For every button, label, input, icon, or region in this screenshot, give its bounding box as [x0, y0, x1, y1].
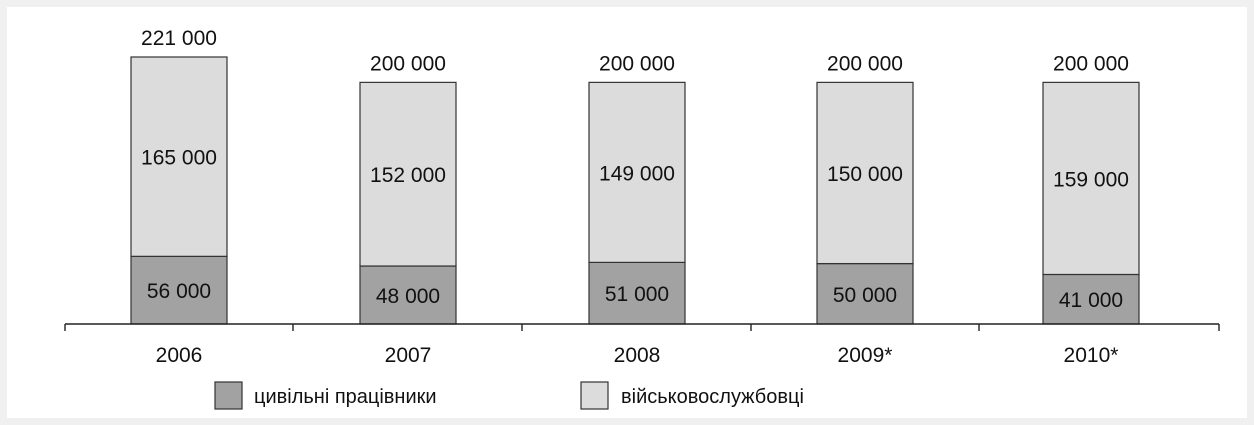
bars-layer: 56 000 165 000 221 000 48 000 152 000 200 000… [130, 27, 1140, 325]
stacked-bar-chart: 56 000 165 000 221 000 48 000 152 000 200 000… [64, 27, 1220, 410]
x-tick-label-1: 2007 [385, 344, 432, 367]
label-total-2: 200 000 [599, 52, 675, 75]
bar-civilian-0 [130, 255, 228, 325]
x-tick-label-0: 2006 [156, 344, 203, 367]
label-civilian-1: 48 000 [376, 285, 440, 308]
x-tick-label-2: 2008 [614, 344, 661, 367]
legend-swatch-1 [580, 381, 609, 410]
label-military-2: 149 000 [599, 162, 675, 185]
label-civilian-3: 50 000 [833, 284, 897, 307]
legend-swatch-0 [214, 381, 243, 410]
label-military-0: 165 000 [141, 147, 217, 170]
label-total-4: 200 000 [1053, 52, 1129, 75]
bar-military-2 [588, 81, 686, 263]
chart-frame: 56 000 165 000 221 000 48 000 152 000 200 000… [7, 7, 1247, 418]
x-tick-label-3: 2009* [838, 344, 893, 367]
label-civilian-0: 56 000 [147, 280, 211, 303]
bar-military-3 [816, 81, 914, 265]
label-civilian-4: 41 000 [1059, 289, 1123, 312]
legend-label-0: цивільні працівники [254, 386, 437, 408]
label-military-1: 152 000 [370, 164, 446, 187]
bar-military-0 [130, 56, 228, 257]
label-total-3: 200 000 [827, 52, 903, 75]
label-civilian-2: 51 000 [605, 283, 669, 306]
legend-label-1: військовослужбовці [621, 386, 804, 408]
label-military-3: 150 000 [827, 163, 903, 186]
label-total-0: 221 000 [141, 27, 217, 50]
label-total-1: 200 000 [370, 52, 446, 75]
bar-military-1 [359, 81, 457, 267]
x-tick-label-4: 2010* [1064, 344, 1119, 367]
label-military-4: 159 000 [1053, 168, 1129, 191]
legend: цивільні працівники військовослужбовці [214, 381, 804, 410]
x-axis: 2006 2007 2008 2009* 2010* [64, 323, 1220, 367]
bar-military-4 [1042, 81, 1140, 276]
